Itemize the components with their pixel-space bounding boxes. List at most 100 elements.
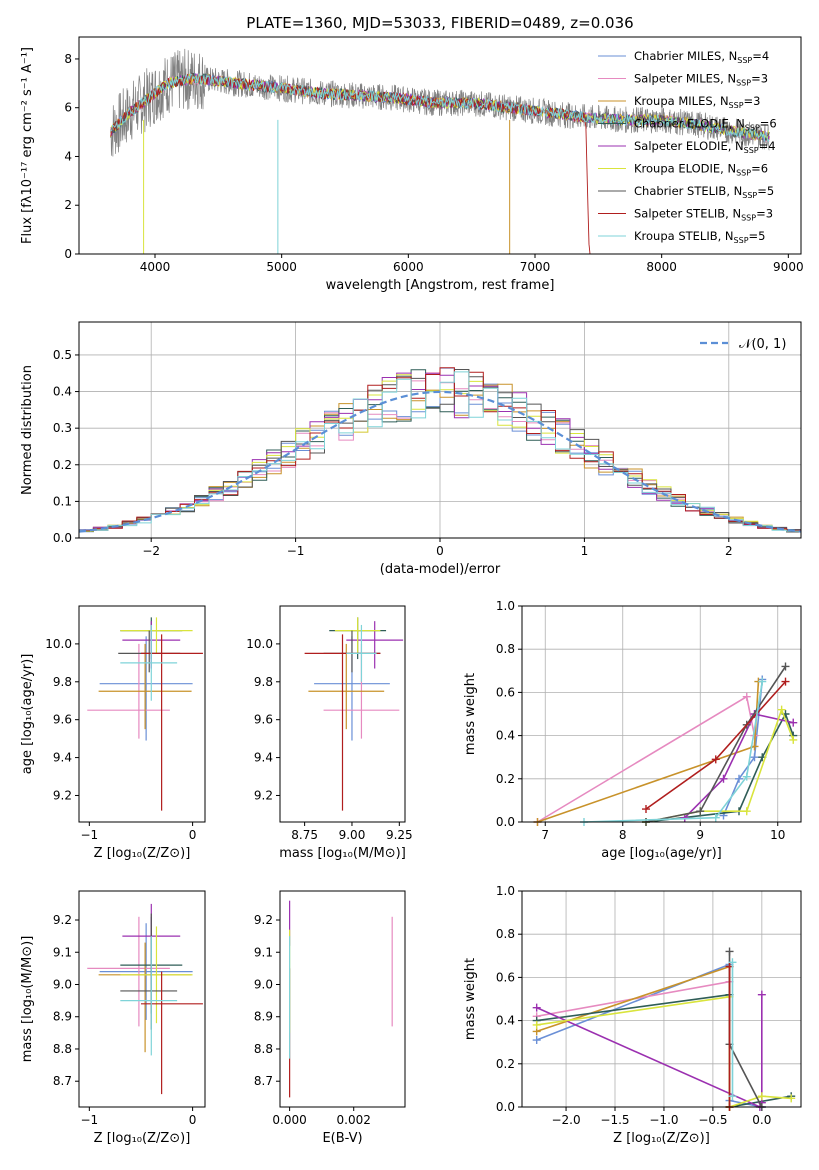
- y-tick-label: 9.0: [53, 977, 72, 991]
- y-tick-label: 9.8: [254, 675, 273, 689]
- axes-frame: [78, 890, 206, 1108]
- legend-entry: Chabrier MILES, NSSP=4: [634, 49, 769, 65]
- weight-vs-age-panel: 7 8 9 10 0.0 0.2 0.4 0.6 0.8 1.0 age [log₁₀(age/yr…: [463, 599, 802, 861]
- y-tick-label: 0.8: [496, 927, 515, 941]
- y-tick-label: 0.0: [53, 531, 72, 545]
- y-tick-label: 0.4: [53, 385, 72, 399]
- data-point-marker: [532, 1020, 541, 1029]
- data-point-marker: [735, 774, 743, 783]
- legend-entry: Salpeter STELIB, NSSP=3: [634, 207, 773, 223]
- y-axis-label: Flux [fλ10⁻¹⁷ erg cm⁻² s⁻¹ A⁻¹]: [20, 47, 35, 244]
- y-tick-label: 9.2: [53, 788, 72, 802]
- legend-entry: Chabrier ELODIE, NSSP=6: [634, 117, 777, 133]
- y-tick-label: 0.3: [53, 421, 72, 435]
- x-tick-label: 0.000: [272, 1113, 306, 1127]
- data-point-marker: [725, 947, 734, 956]
- y-tick-label: 9.8: [53, 675, 72, 689]
- data-point-marker: [742, 692, 751, 701]
- data-point-marker: [789, 735, 798, 744]
- y-tick-label: 0: [64, 247, 72, 261]
- data-point-marker: [757, 1092, 766, 1101]
- y-tick-label: 9.2: [254, 788, 273, 802]
- y-tick-label: 0.0: [496, 815, 515, 829]
- series-line: [645, 666, 787, 823]
- y-tick-label: 4: [64, 149, 72, 163]
- y-tick-label: 0.8: [496, 642, 515, 656]
- series-line: [537, 695, 756, 823]
- axes-frame: [279, 890, 406, 1108]
- data-point-marker: [757, 990, 766, 999]
- axes-frame: [521, 890, 802, 1108]
- axes-frame: [521, 605, 802, 823]
- x-axis-label: mass [log₁₀(M/M⊙)]: [279, 846, 406, 861]
- data-point-marker: [789, 718, 798, 727]
- series-line: [645, 707, 794, 823]
- axes-frame: [78, 605, 206, 823]
- y-tick-label: 10.0: [45, 637, 72, 651]
- x-tick-label: 5000: [266, 260, 297, 274]
- legend-entry: Kroupa MILES, NSSP=3: [634, 94, 760, 110]
- series-line: [536, 963, 762, 1108]
- y-tick-label: 9.2: [254, 913, 273, 927]
- x-tick-label: −1: [80, 1113, 98, 1127]
- x-tick-label: 1: [581, 544, 589, 558]
- legend-entry: Salpeter MILES, NSSP=3: [634, 72, 768, 88]
- y-tick-label: 0.0: [496, 1100, 515, 1114]
- mass-vs-metallicity-panel: −1 0 8.7 8.8 8.9 9.0 9.1 9.2 Z [log₁₀(Z/Z⊙)] mass…: [20, 890, 206, 1146]
- y-tick-label: 9.1: [53, 945, 72, 959]
- x-tick-label: 0.0: [752, 1113, 771, 1127]
- series-line: [536, 994, 763, 1109]
- x-tick-label: 0: [436, 544, 444, 558]
- y-axis-label: mass [log₁₀(M/M⊙)]: [20, 936, 35, 1063]
- data-point-marker: [719, 774, 728, 783]
- spectrum-lines: [110, 48, 770, 254]
- data-point-marker: [728, 958, 737, 967]
- x-tick-label: 6000: [393, 260, 424, 274]
- y-tick-label: 8.8: [254, 1042, 273, 1056]
- legend-entry: Chabrier STELIB, NSSP=5: [634, 184, 774, 200]
- y-tick-label: 8.8: [53, 1042, 72, 1056]
- legend-entry: Kroupa STELIB, NSSP=5: [634, 229, 765, 245]
- x-tick-label: 0.002: [337, 1113, 371, 1127]
- x-tick-label: 0: [189, 828, 197, 842]
- x-tick-label: −0.5: [698, 1113, 727, 1127]
- x-axis-label: (data-model)/error: [380, 562, 501, 577]
- data-point-marker: [711, 813, 720, 822]
- y-tick-label: 0.6: [496, 685, 515, 699]
- x-axis-label: Z [log₁₀(Z/Z⊙)]: [613, 1131, 710, 1146]
- y-tick-label: 0.2: [53, 458, 72, 472]
- legend-entry: Kroupa ELODIE, NSSP=6: [634, 162, 768, 178]
- data-point-marker: [750, 753, 759, 762]
- x-tick-label: −1.0: [649, 1113, 678, 1127]
- x-tick-label: −1.5: [600, 1113, 629, 1127]
- x-tick-label: 7: [541, 828, 549, 842]
- x-axis-label: E(B-V): [322, 1131, 362, 1146]
- data-point-marker: [532, 1003, 541, 1012]
- y-tick-label: 8.7: [254, 1074, 273, 1088]
- y-tick-label: 0.2: [496, 1057, 515, 1071]
- data-point-marker: [777, 705, 786, 714]
- model-spectrum-line: [110, 72, 770, 143]
- data-point-marker: [781, 662, 790, 671]
- series-line: [728, 951, 763, 1108]
- spectrum-panel: 4000 5000 6000 7000 8000 9000 0 2 4 6 8 wavelength …: [20, 36, 804, 293]
- y-tick-label: 8.9: [53, 1010, 72, 1024]
- x-tick-label: 9000: [773, 260, 804, 274]
- x-tick-label: −1: [287, 544, 305, 558]
- x-tick-label: 10: [770, 828, 785, 842]
- x-tick-label: 0: [189, 1113, 197, 1127]
- y-tick-label: 0.4: [496, 729, 515, 743]
- x-axis-label: Z [log₁₀(Z/Z⊙)]: [94, 846, 191, 861]
- y-tick-label: 9.2: [53, 913, 72, 927]
- series-line: [537, 681, 760, 823]
- y-tick-label: 8.7: [53, 1074, 72, 1088]
- y-tick-label: 0.2: [496, 772, 515, 786]
- x-tick-label: 8.75: [291, 828, 318, 842]
- y-axis-label: age [log₁₀(age/yr)]: [20, 654, 35, 775]
- data-point-marker: [742, 772, 751, 781]
- y-tick-label: 9.0: [254, 977, 273, 991]
- y-tick-label: 1.0: [496, 884, 515, 898]
- y-tick-label: 0.1: [53, 494, 72, 508]
- y-axis-label: mass weight: [463, 673, 478, 755]
- y-axis-label: Normed distribution: [20, 365, 35, 495]
